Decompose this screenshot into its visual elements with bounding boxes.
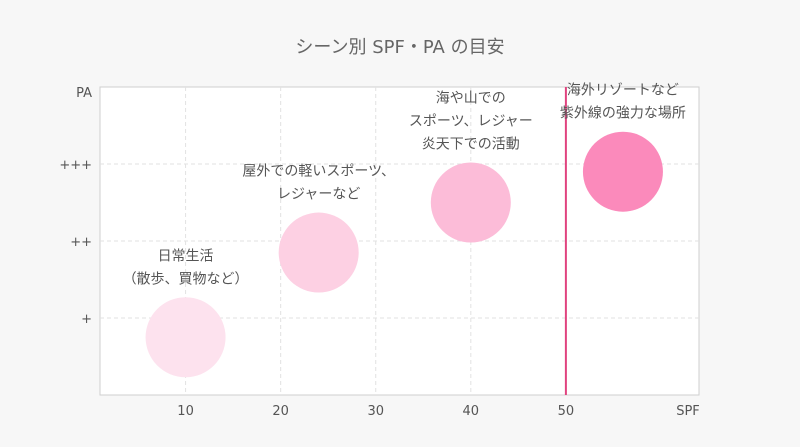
bubble-annotations: 日常生活 （散歩、買物など） 屋外での軽いスポーツ、レジャーなど 海や山でのスポーツ、… xyxy=(123,83,686,288)
x-axis-ticks: 10 20 30 40 50 xyxy=(177,404,574,419)
bubble-label: 屋外での軽いスポーツ、 xyxy=(242,164,395,180)
bubble-label: （散歩、買物など） xyxy=(123,271,249,287)
bubble-point xyxy=(430,162,511,243)
bubble-point xyxy=(145,297,226,378)
x-tick-label: 20 xyxy=(272,404,289,419)
x-axis-label: SPF xyxy=(676,404,700,419)
bubble-series xyxy=(145,131,663,378)
bubble-label: レジャーなど xyxy=(277,187,360,203)
bubble-label: 海外リゾートなど xyxy=(567,83,679,99)
x-tick-label: 30 xyxy=(367,404,384,419)
x-tick-label: 10 xyxy=(177,404,194,419)
bubble-label: 日常生活 xyxy=(158,248,214,264)
y-tick-label: + xyxy=(81,312,92,327)
y-tick-label: ++ xyxy=(70,235,92,250)
y-axis-label: PA xyxy=(76,86,92,101)
bubble-point xyxy=(278,212,359,293)
bubble-label: 海や山での xyxy=(436,91,506,107)
bubble-label: 紫外線の強力な場所 xyxy=(560,106,686,122)
bubble-label: 炎天下での活動 xyxy=(422,137,520,153)
y-axis-ticks: ++++++ xyxy=(59,158,92,327)
x-tick-label: 40 xyxy=(463,404,480,419)
bubble-point xyxy=(582,131,663,212)
bubble-label: スポーツ、レジャー xyxy=(409,114,533,130)
y-tick-label: +++ xyxy=(59,158,92,173)
x-tick-label: 50 xyxy=(558,404,575,419)
chart-title: シーン別 SPF・PA の目安 xyxy=(295,37,504,58)
